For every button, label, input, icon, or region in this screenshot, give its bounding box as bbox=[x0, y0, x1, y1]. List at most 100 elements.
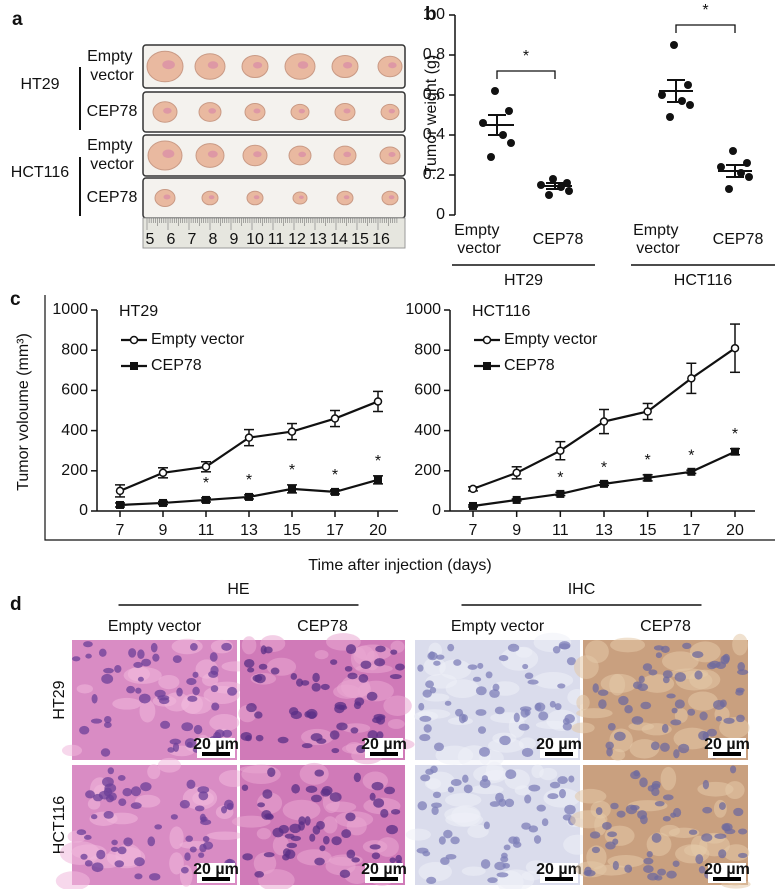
nucleus bbox=[499, 735, 511, 746]
data-point bbox=[643, 473, 652, 482]
significance-label: * bbox=[645, 452, 651, 469]
scale-bar bbox=[202, 877, 230, 881]
data-point bbox=[244, 433, 254, 442]
nucleus bbox=[310, 733, 323, 742]
nucleus bbox=[554, 703, 562, 711]
nucleus bbox=[304, 711, 311, 718]
nucleus bbox=[222, 729, 233, 738]
nucleus bbox=[296, 678, 304, 687]
nucleus bbox=[640, 814, 648, 825]
significance-label: * bbox=[203, 475, 209, 492]
data-point bbox=[512, 495, 521, 504]
nucleus bbox=[479, 778, 491, 789]
tumor-spot bbox=[297, 61, 309, 69]
cell-line-label: HT29 bbox=[20, 76, 59, 93]
tissue-texture bbox=[576, 694, 590, 711]
nucleus bbox=[659, 742, 670, 752]
data-point bbox=[717, 163, 725, 171]
tissue-texture bbox=[487, 738, 524, 753]
nucleus bbox=[263, 852, 275, 858]
tissue-texture bbox=[732, 633, 748, 656]
tissue-texture bbox=[661, 651, 699, 672]
nucleus bbox=[152, 653, 160, 662]
nucleus bbox=[632, 681, 643, 689]
nucleus bbox=[492, 683, 500, 692]
tissue-texture bbox=[574, 788, 607, 804]
tissue-texture bbox=[674, 708, 688, 723]
significance-label: * bbox=[289, 462, 295, 479]
panel-frame bbox=[44, 295, 775, 541]
y-tick-label: 600 bbox=[61, 382, 88, 399]
nucleus bbox=[666, 870, 677, 879]
x-category-label: Empty vector bbox=[633, 222, 683, 257]
tissue-texture bbox=[266, 657, 297, 676]
nucleus bbox=[345, 644, 357, 655]
nucleus bbox=[128, 648, 137, 658]
scale-bar-label: 20 µm bbox=[361, 861, 407, 878]
nucleus bbox=[418, 702, 425, 711]
x-tick-label: 11 bbox=[198, 522, 215, 539]
nucleus bbox=[184, 852, 191, 861]
ruler-label: 12 bbox=[288, 231, 306, 248]
scale-bar-label: 20 µm bbox=[193, 861, 239, 878]
data-point bbox=[468, 484, 478, 494]
tissue-texture bbox=[127, 666, 151, 682]
scale-bar-label: 20 µm bbox=[193, 736, 239, 753]
condition-label: Empty vector bbox=[108, 618, 202, 635]
nucleus bbox=[477, 662, 484, 669]
nucleus bbox=[433, 660, 441, 666]
x-tick-label: 15 bbox=[283, 522, 301, 539]
scale-bar-label: 20 µm bbox=[536, 861, 582, 878]
nucleus bbox=[282, 848, 291, 857]
x-tick-label: 11 bbox=[552, 522, 569, 539]
nucleus bbox=[671, 707, 678, 714]
panel-label: a bbox=[12, 9, 23, 30]
nucleus bbox=[566, 657, 576, 666]
x-tick-label: 9 bbox=[512, 522, 521, 539]
nucleus bbox=[96, 849, 106, 860]
nucleus bbox=[447, 786, 455, 793]
nucleus bbox=[485, 671, 493, 679]
nucleus bbox=[210, 685, 219, 693]
nucleus bbox=[286, 842, 298, 849]
nucleus bbox=[592, 683, 599, 693]
nucleus bbox=[688, 829, 698, 835]
nucleus bbox=[76, 829, 87, 836]
data-point bbox=[725, 185, 733, 193]
tissue-texture bbox=[55, 871, 91, 889]
nucleus bbox=[354, 697, 365, 706]
nucleus bbox=[83, 834, 92, 840]
nucleus bbox=[198, 791, 209, 801]
nucleus bbox=[242, 853, 253, 861]
panel-label: d bbox=[10, 594, 22, 615]
nucleus bbox=[461, 714, 468, 723]
nucleus bbox=[433, 742, 444, 752]
data-point bbox=[599, 417, 609, 426]
nucleus bbox=[103, 721, 112, 729]
nucleus bbox=[93, 793, 103, 802]
nucleus bbox=[564, 714, 575, 724]
nucleus bbox=[618, 695, 629, 706]
nucleus bbox=[431, 806, 439, 816]
data-point bbox=[687, 374, 696, 383]
nucleus bbox=[241, 784, 249, 792]
data-point bbox=[373, 397, 383, 406]
tumor-spot bbox=[163, 107, 172, 114]
nucleus bbox=[475, 686, 487, 696]
stain-label: HE bbox=[227, 581, 249, 598]
nucleus bbox=[718, 802, 726, 810]
nucleus bbox=[494, 861, 506, 871]
nucleus bbox=[336, 722, 348, 731]
tumor-spot bbox=[388, 195, 395, 200]
nucleus bbox=[701, 833, 713, 842]
tissue-texture bbox=[299, 762, 329, 785]
nucleus bbox=[246, 702, 257, 713]
nucleus bbox=[524, 672, 534, 680]
tissue-texture bbox=[376, 837, 399, 857]
nucleus bbox=[103, 810, 114, 819]
nucleus bbox=[84, 860, 93, 867]
data-point bbox=[670, 41, 678, 49]
y-axis-label: Tumor weight (g) bbox=[423, 55, 440, 175]
nucleus bbox=[331, 747, 340, 754]
nucleus bbox=[606, 747, 613, 757]
